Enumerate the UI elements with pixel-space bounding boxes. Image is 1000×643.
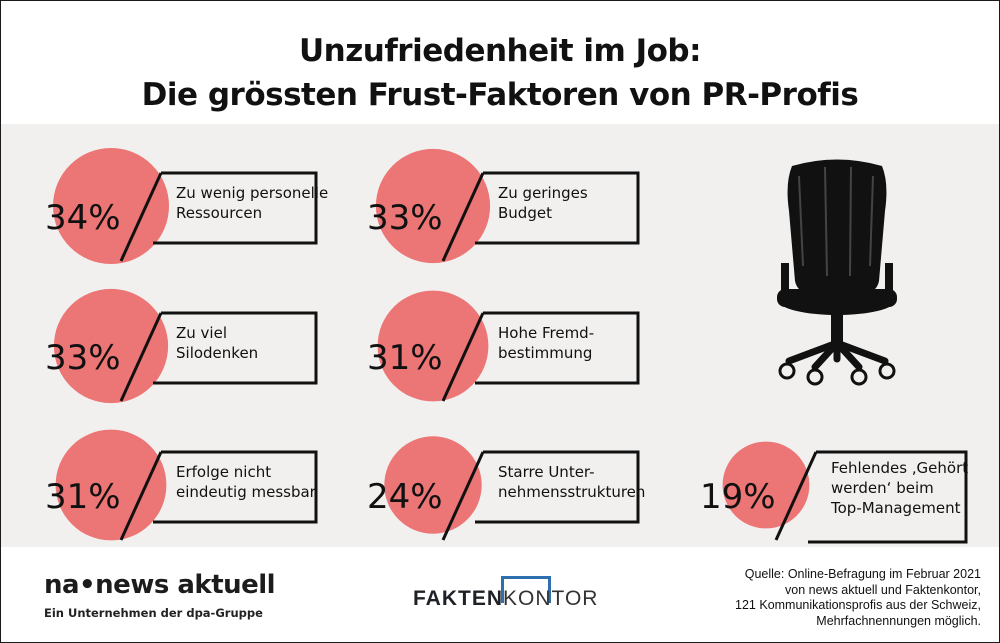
- bubble-4: [377, 290, 489, 402]
- label-bracket-2: [475, 171, 640, 245]
- value-label-3: 33%: [45, 338, 121, 378]
- label-bracket-3: [153, 311, 318, 385]
- bubble-7: [722, 441, 810, 529]
- label-diagonal-4: [441, 312, 485, 402]
- label-diagonal-7: [774, 451, 818, 541]
- label-diagonal-1: [119, 172, 163, 262]
- label-diagonal-6: [441, 451, 485, 541]
- value-label-2: 33%: [367, 198, 443, 238]
- brand-name: na•news aktuell: [44, 570, 276, 600]
- category-label-3-line-2: Silodenken: [176, 344, 258, 362]
- chart-title: Unzufriedenheit im Job: Die grössten Fru…: [1, 29, 999, 117]
- source-note: Quelle: Online-Befragung im Februar 2021…: [681, 567, 981, 629]
- value-label-6: 24%: [367, 477, 443, 517]
- value-label-1: 34%: [45, 198, 121, 238]
- category-label-6-line-2: nehmensstrukturen: [498, 483, 645, 501]
- category-label-7-line-2: werden‘ beim: [831, 479, 934, 497]
- brand-subline: Ein Unternehmen der dpa-Gruppe: [44, 606, 263, 620]
- title-line-1: Unzufriedenheit im Job:: [298, 33, 702, 69]
- category-label-7-line-1: Fehlendes ‚Gehört: [831, 459, 968, 477]
- source-line: Quelle: Online-Befragung im Februar 2021: [744, 567, 981, 581]
- logo-part-b: KONTOR: [503, 587, 599, 610]
- bubble-5: [55, 429, 167, 541]
- category-label-3-line-1: Zu viel: [176, 324, 227, 342]
- category-label-1-line-1: Zu wenig personelle: [176, 184, 328, 202]
- label-bracket-6: [475, 450, 640, 524]
- label-bracket-7: [808, 450, 968, 544]
- value-label-7: 19%: [700, 477, 776, 517]
- title-line-2: Die grössten Frust-Faktoren von PR-Profi…: [141, 77, 859, 113]
- value-label-4: 31%: [367, 338, 443, 378]
- source-line: von news aktuell und Faktenkontor,: [785, 582, 981, 597]
- label-diagonal-2: [441, 172, 485, 262]
- office-chair-icon: [777, 159, 897, 386]
- label-diagonal-5: [119, 451, 163, 541]
- bubble-2: [375, 148, 491, 264]
- label-bracket-5: [153, 450, 318, 524]
- news-aktuell-logo: na•news aktuell Ein Unternehmen der dpa-…: [44, 570, 276, 620]
- label-bracket-4: [475, 311, 640, 385]
- category-label-5-line-1: Erfolge nicht: [176, 463, 271, 481]
- category-label-6-line-1: Starre Unter-: [498, 463, 595, 481]
- bubble-3: [53, 288, 169, 404]
- category-label-5-line-2: eindeutig messbar: [176, 483, 317, 501]
- logo-part-a: FAKTEN: [413, 587, 503, 610]
- source-line: 121 Kommunikationsprofis aus der Schweiz…: [735, 598, 981, 612]
- faktenkontor-logo: FAKTENKONTOR: [413, 587, 598, 611]
- category-label-2-line-1: Zu geringes: [498, 184, 588, 202]
- category-label-4-line-2: bestimmung: [498, 344, 592, 362]
- source-line: Mehrfachnennungen möglich.: [816, 613, 981, 628]
- value-label-5: 31%: [45, 477, 121, 517]
- category-label-4-line-1: Hohe Fremd-: [498, 324, 594, 342]
- category-label-7-line-3: Top-Management: [830, 499, 961, 517]
- category-label-2-line-2: Budget: [498, 204, 552, 222]
- label-diagonal-3: [119, 312, 163, 402]
- faktenkontor-logo-frame: [501, 576, 551, 603]
- category-label-1-line-2: Ressourcen: [176, 204, 262, 222]
- label-bracket-1: [153, 171, 318, 245]
- bubble-1: [53, 148, 169, 264]
